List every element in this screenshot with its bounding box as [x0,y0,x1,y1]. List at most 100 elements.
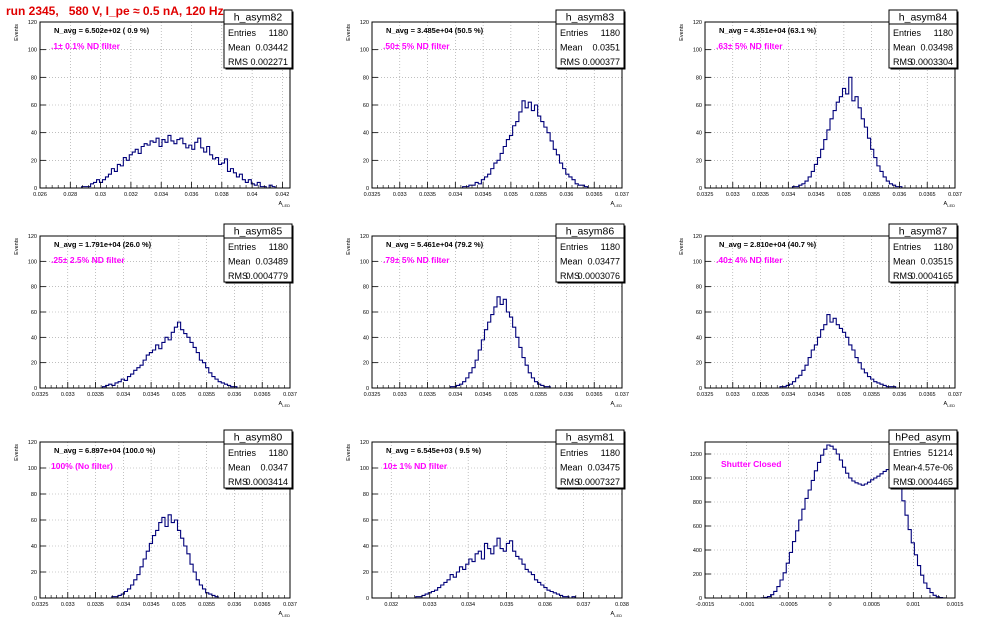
x-tick-label: -0.001 [739,602,755,608]
y-tick-label: 60 [696,310,702,316]
y-tick-label: 0 [34,386,37,392]
y-tick-label: 0 [699,596,702,602]
canvas-title: run 2345, 580 V, I_pe ≈ 0.5 nA, 120 Hz [6,4,224,18]
stats-key: Entries [560,28,589,38]
y-tick-label: 0 [34,596,37,602]
histogram-series [372,100,622,189]
y-tick-label: 60 [363,518,369,524]
stats-box [555,429,625,489]
stats-box [888,9,958,69]
y-tick-label: 80 [31,75,37,81]
histogram-name: h_asym80 [234,432,283,444]
x-tick-label: 0.036 [560,192,574,198]
x-tick-label: 0.0335 [752,192,769,198]
x-tick-label: 0.037 [615,392,629,398]
stats-key: Entries [560,448,589,458]
filter-label: .79± 5% ND filter [383,255,450,265]
stats-value: 51214 [928,448,953,458]
stats-value: 0.002271 [250,57,288,67]
filter-label: .25± 2.5% ND filter [51,255,125,265]
histogram-series [40,321,290,389]
x-tick-label: 0.037 [283,602,297,608]
x-tick-label: 0.001 [906,602,920,608]
x-tick-label: 0.0345 [143,392,160,398]
x-tick-label: 0.0005 [863,602,880,608]
y-tick-label: 60 [363,310,369,316]
stats-key: Entries [228,28,257,38]
x-tick-label: 0.0325 [697,192,714,198]
y-tick-label: 100 [360,466,369,472]
stats-value: 1180 [601,242,620,252]
navg-label: N_avg = 6.545e+03 ( 9.5 %) [386,446,482,455]
y-axis-label: Events [14,444,20,461]
y-tick-label: 20 [31,361,37,367]
y-axis-label: Events [346,444,352,461]
stats-value: 1180 [269,28,288,38]
x-tick-label: 0.033 [61,602,75,608]
y-tick-label: 0 [699,386,702,392]
stats-box [223,429,293,489]
y-tick-label: 40 [31,131,37,137]
stats-key: Mean [228,257,251,267]
y-tick-label: 120 [360,234,369,240]
x-tick-label: 0.037 [615,192,629,198]
x-tick-label: 0.0345 [475,192,492,198]
y-tick-label: 40 [363,335,369,341]
x-tick-label: 0.034 [781,192,795,198]
stats-key: RMS [228,57,248,67]
x-axis-label: ALED [611,401,623,408]
y-tick-label: 200 [693,572,702,578]
y-tick-label: 800 [693,500,702,506]
x-tick-label: 0.0365 [586,192,603,198]
y-tick-label: 40 [696,131,702,137]
y-tick-label: 0 [34,186,37,192]
stats-value: -4.57e-06 [914,463,953,473]
y-tick-label: 20 [363,361,369,367]
stats-key: Entries [228,242,257,252]
y-tick-label: 1000 [690,476,702,482]
filter-label: .1± 0.1% ND filter [51,41,121,51]
stats-key: Mean [560,463,583,473]
x-tick-label: 0.0335 [752,392,769,398]
y-tick-label: 0 [366,596,369,602]
stats-key: RMS [560,271,580,281]
y-tick-label: 0 [366,386,369,392]
stats-value: 0.0004779 [245,271,288,281]
stats-key: Entries [893,448,922,458]
x-tick-label: 0.0355 [198,392,215,398]
histogram-name: h_asym85 [234,226,283,238]
histogram-name: h_asym82 [234,12,283,24]
stats-value: 0.03475 [587,463,620,473]
stats-key: RMS [228,271,248,281]
navg-label: N_avg = 6.502e+02 ( 0.9 %) [54,26,150,35]
y-tick-label: 60 [31,518,37,524]
histogram-panel-h_asym87: 0.0325 0.033 0.0335 0.034 0.0345 0.035 0.0355 0… [679,223,962,408]
x-tick-label: 0.028 [63,192,77,198]
stats-value: 1180 [269,448,288,458]
y-axis-label: Events [14,238,20,255]
stats-key: Mean [893,257,916,267]
histogram-name: hPed_asym [895,432,951,444]
histogram-series [372,537,622,599]
y-tick-label: 100 [28,48,37,54]
stats-value: 0.03477 [587,257,620,267]
y-tick-label: 40 [696,335,702,341]
y-tick-label: 120 [693,234,702,240]
x-tick-label: 0.038 [215,192,229,198]
y-tick-label: 40 [363,131,369,137]
x-axis-label: ALED [279,401,291,408]
stats-value: 1180 [934,242,953,252]
stats-key: Entries [893,28,922,38]
x-tick-label: 0.034 [461,602,475,608]
x-tick-label: 0.0345 [808,392,825,398]
y-tick-label: 100 [360,48,369,54]
x-tick-label: 0.0335 [419,192,436,198]
x-tick-label: 0.0355 [530,192,547,198]
y-tick-label: 60 [363,103,369,109]
x-tick-label: 0.026 [33,192,47,198]
stats-key: Mean [560,257,583,267]
y-tick-label: 40 [31,544,37,550]
y-tick-label: 60 [696,103,702,109]
x-tick-label: 0.0355 [530,392,547,398]
x-tick-label: 0.0365 [254,392,271,398]
